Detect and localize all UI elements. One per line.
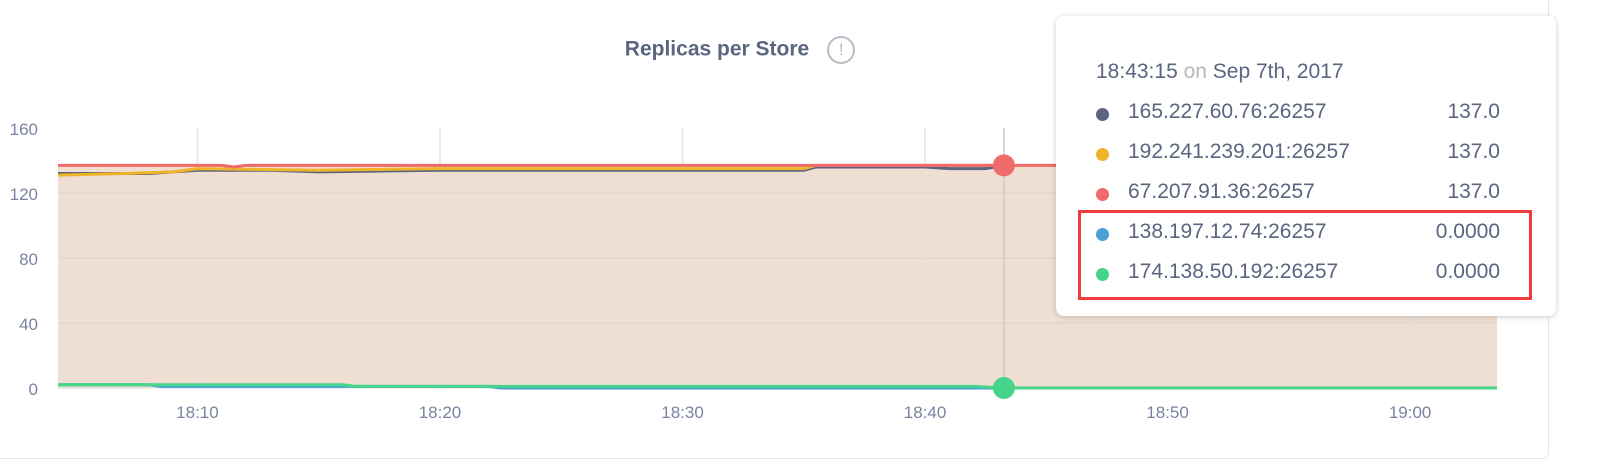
tooltip-row-value: 137.0 (1447, 180, 1500, 203)
tooltip-row-label: 174.138.50.192:26257 (1128, 260, 1339, 283)
tooltip-row-value: 137.0 (1447, 100, 1500, 123)
tooltip-date: Sep 7th, 2017 (1212, 60, 1344, 83)
series-dot-icon (1096, 108, 1109, 121)
tooltip-time: 18:43:15 (1096, 60, 1178, 83)
tooltip-row-value: 0.0000 (1435, 260, 1500, 283)
series-dot-icon (1096, 228, 1109, 241)
tooltip-row-label: 138.197.12.74:26257 (1128, 220, 1327, 243)
tooltip-row: 138.197.12.74:26257 0.0000 (1096, 216, 1500, 256)
x-tick-label: 18:10 (176, 403, 219, 422)
tooltip-row: 174.138.50.192:26257 0.0000 (1096, 256, 1500, 296)
x-tick-label: 18:30 (661, 403, 704, 422)
tooltip-row: 165.227.60.76:26257 137.0 (1096, 96, 1500, 136)
x-tick-label: 18:20 (419, 403, 462, 422)
hover-point (992, 154, 1015, 177)
tooltip: 18:43:15 on Sep 7th, 2017 165.227.60.76:… (1056, 16, 1556, 316)
x-tick-label: 19:00 (1389, 403, 1432, 422)
series-dot-icon (1096, 268, 1109, 281)
y-tick-label: 160 (10, 120, 38, 139)
tooltip-row: 192.241.239.201:26257 137.0 (1096, 136, 1500, 176)
y-tick-label: 80 (19, 250, 38, 269)
y-tick-label: 0 (29, 380, 38, 399)
tooltip-row: 67.207.91.36:26257 137.0 (1096, 176, 1500, 216)
highlight-box (1078, 210, 1532, 300)
series-line (58, 383, 1497, 390)
tooltip-on: on (1183, 60, 1207, 83)
chart-title: Replicas per Store! (0, 36, 1480, 64)
x-tick-label: 18:40 (904, 403, 947, 422)
tooltip-row-label: 67.207.91.36:26257 (1128, 180, 1315, 203)
chart-title-text: Replicas per Store (624, 37, 810, 61)
tooltip-row-value: 137.0 (1447, 140, 1500, 163)
y-tick-label: 40 (19, 315, 38, 334)
y-tick-label: 120 (10, 185, 38, 204)
tooltip-row-label: 165.227.60.76:26257 (1128, 100, 1327, 123)
x-tick-label: 18:50 (1146, 403, 1189, 422)
tooltip-row-value: 0.0000 (1435, 220, 1500, 243)
series-dot-icon (1096, 148, 1109, 161)
tooltip-row-label: 192.241.239.201:26257 (1128, 140, 1350, 163)
series-dot-icon (1096, 188, 1109, 201)
hover-point (992, 377, 1015, 399)
tooltip-timestamp: 18:43:15 on Sep 7th, 2017 (1096, 60, 1344, 84)
info-icon[interactable]: ! (827, 36, 856, 64)
